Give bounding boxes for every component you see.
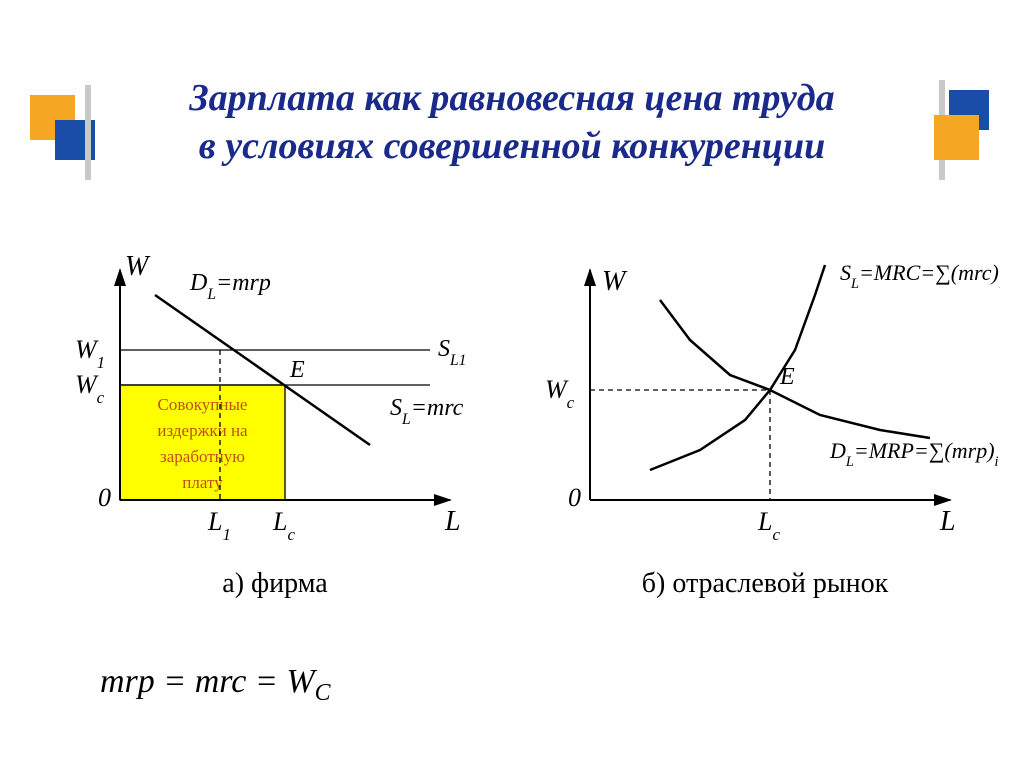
svg-text:W1: W1 — [75, 335, 105, 372]
svg-text:DL=MRP=∑(mrp)i: DL=MRP=∑(mrp)i — [829, 438, 999, 470]
svg-text:Lc: Lc — [272, 507, 295, 544]
svg-text:0: 0 — [98, 483, 111, 512]
svg-text:W: W — [602, 266, 628, 297]
chart-a: Совокупные издержки на заработную плату W L 0 W… — [60, 240, 490, 600]
svg-text:издержки на: издержки на — [157, 421, 248, 440]
svg-text:плату: плату — [182, 473, 223, 492]
chart-b-caption: б) отраслевой рынок — [530, 568, 1000, 600]
svg-text:E: E — [779, 364, 795, 390]
eq-mrp: mrp — [100, 663, 155, 700]
svg-text:заработную: заработную — [160, 447, 245, 466]
svg-text:SL1: SL1 — [438, 336, 466, 369]
svg-text:E: E — [289, 357, 305, 383]
svg-text:L: L — [939, 506, 956, 537]
chart-a-svg: Совокупные издержки на заработную плату W L 0 W… — [60, 240, 490, 560]
svg-text:Wc: Wc — [75, 370, 105, 407]
svg-text:Lc: Lc — [757, 507, 780, 544]
page-title: Зарплата как равновесная цена труда в ус… — [0, 75, 1024, 170]
svg-text:L1: L1 — [207, 507, 231, 544]
chart-b: W L 0 Wc Lc E SL=MRC=∑(mrc)i DL=MRP=∑(mrp)i б) … — [530, 240, 1000, 600]
svg-text:L: L — [444, 506, 461, 537]
eq-w: W — [286, 663, 314, 700]
svg-text:DL=mrp: DL=mrp — [189, 270, 271, 303]
eq-mrc: mrc — [195, 663, 247, 700]
chart-a-caption: а) фирма — [60, 568, 490, 600]
svg-text:0: 0 — [568, 483, 581, 512]
svg-text:Совокупные: Совокупные — [158, 395, 248, 414]
chart-b-svg: W L 0 Wc Lc E SL=MRC=∑(mrc)i DL=MRP=∑(mrp)i — [530, 240, 1000, 560]
svg-text:SL=mrc: SL=mrc — [390, 395, 464, 428]
charts-row: Совокупные издержки на заработную плату W L 0 W… — [60, 240, 984, 600]
equation: mrp = mrc = WC — [100, 663, 331, 707]
svg-text:SL=MRC=∑(mrc)i: SL=MRC=∑(mrc)i — [840, 260, 1000, 292]
svg-text:Wc: Wc — [545, 375, 575, 412]
title-line1: Зарплата как равновесная цена труда — [189, 77, 834, 119]
title-line2: в условиях совершенной конкуренции — [199, 125, 825, 167]
svg-text:W: W — [125, 251, 151, 282]
